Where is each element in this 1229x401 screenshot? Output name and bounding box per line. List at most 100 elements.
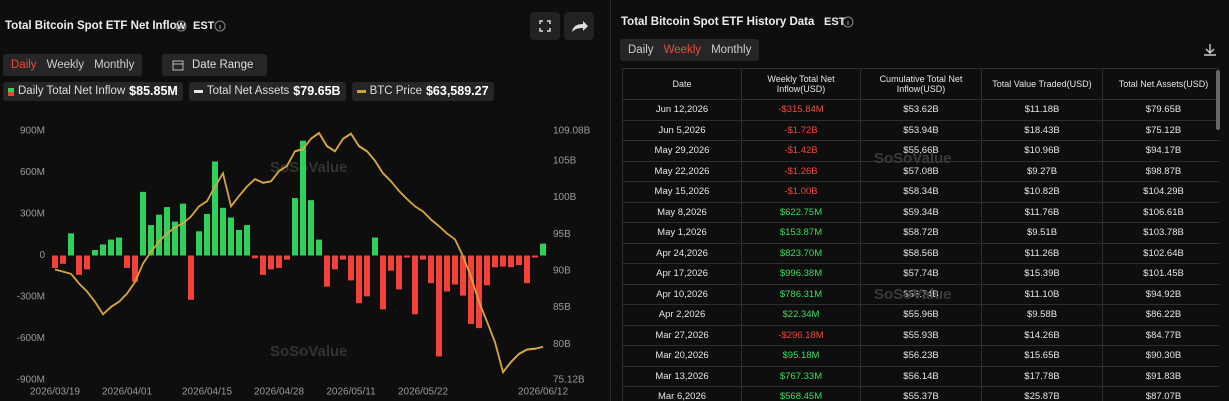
info-icon[interactable]	[175, 20, 187, 32]
bar	[332, 255, 338, 270]
legend-item[interactable]: BTC Price $63,589.27	[351, 82, 494, 101]
bar	[228, 217, 234, 256]
tab[interactable]: Weekly	[46, 59, 85, 71]
legend-label: Total Net Assets	[206, 85, 290, 97]
table-cell: $9.58B	[981, 304, 1103, 326]
bar	[492, 255, 498, 268]
bar	[484, 255, 490, 286]
table-row: Mar 27,2026 -$296.18M $55.93B $14.26B $84.77…	[622, 324, 1219, 346]
legend-swatch	[356, 90, 366, 93]
table-cell: -$315.84M	[741, 99, 861, 121]
y-tick-label: 300M	[20, 209, 45, 220]
table-cell: $15.65B	[981, 345, 1103, 367]
bar	[156, 214, 162, 256]
table-cell: $10.96B	[981, 140, 1103, 162]
bar	[196, 231, 202, 256]
share-button[interactable]	[564, 12, 594, 40]
bar	[436, 255, 442, 357]
inflow-panel: Total Bitcoin Spot ETF Net Inflow EST Da…	[0, 0, 606, 401]
tab[interactable]: Monthly	[711, 44, 752, 56]
legend-label: BTC Price	[369, 85, 422, 97]
bar	[60, 255, 66, 264]
bar	[540, 243, 546, 256]
table-cell: $59.34B	[860, 201, 982, 223]
table-row: Mar 20,2026 $95.18M $56.23B $15.65B $90.30B	[622, 345, 1219, 367]
table-cell: May 8,2026	[622, 201, 742, 223]
legend: Daily Total Net Inflow $85.85M Total Net A…	[3, 82, 494, 101]
table-cell: May 29,2026	[622, 140, 742, 162]
x-tick-label: 2026/05/11	[326, 387, 376, 398]
table-cell: Mar 6,2026	[622, 386, 742, 401]
info-icon[interactable]	[214, 20, 226, 32]
header-cell: Weekly Total Net Inflow(USD)	[741, 68, 861, 100]
bar	[164, 207, 170, 256]
table-cell: Apr 10,2026	[622, 283, 742, 305]
y2-tick-label: 95B	[553, 229, 571, 240]
table-cell: $11.18B	[981, 99, 1103, 121]
y2-tick-label: 80B	[553, 339, 571, 350]
legend-item[interactable]: Daily Total Net Inflow $85.85M	[3, 82, 183, 101]
timezone: EST	[193, 20, 215, 32]
y-tick-label: -600M	[17, 333, 45, 344]
date-range-button[interactable]: Date Range	[162, 54, 267, 76]
bar	[68, 233, 74, 256]
table-cell: Jun 12,2026	[622, 99, 742, 121]
table-wrap: Date Weekly Total Net Inflow(USD) Cumulati…	[622, 68, 1219, 401]
table-cell: -$1.00B	[741, 181, 861, 203]
bar	[252, 255, 258, 259]
table-cell: May 1,2026	[622, 222, 742, 244]
table-cell: $767.33M	[741, 365, 861, 387]
bar	[52, 255, 58, 268]
legend-swatch	[8, 87, 14, 96]
legend-item[interactable]: Total Net Assets $79.65B	[188, 82, 346, 101]
bar	[268, 255, 274, 270]
table-row: Jun 12,2026 -$315.84M $53.62B $11.18B $79.65…	[622, 99, 1219, 121]
x-tick-label: 2026/06/12	[518, 387, 568, 398]
table-cell: Mar 20,2026	[622, 345, 742, 367]
table-cell: $87.07B	[1102, 386, 1219, 401]
watermark: SoSoValue	[874, 150, 952, 167]
table-row: May 1,2026 $153.87M $58.72B $9.51B $103.78B	[622, 222, 1219, 244]
tab[interactable]: Weekly	[663, 44, 702, 56]
header-cell: Cumulative Total Net Inflow(USD)	[860, 68, 982, 100]
bar	[452, 255, 458, 285]
table-cell: $104.29B	[1102, 181, 1219, 203]
tab[interactable]: Monthly	[94, 59, 135, 71]
bar	[260, 255, 266, 275]
bar	[404, 255, 410, 258]
bar	[244, 225, 250, 256]
tab[interactable]: Daily	[628, 44, 654, 56]
table-cell: $94.92B	[1102, 283, 1219, 305]
x-tick-label: 2026/03/19	[30, 387, 80, 398]
bar	[356, 255, 362, 304]
bar	[284, 255, 290, 260]
y2-tick-label: 109.08B	[553, 126, 591, 137]
info-icon[interactable]	[842, 16, 854, 28]
bar	[340, 255, 346, 260]
x-tick-label: 2026/04/01	[102, 387, 152, 398]
download-icon[interactable]	[1202, 42, 1218, 58]
bar	[236, 229, 242, 256]
y-tick-label: 900M	[20, 126, 45, 137]
scrollbar[interactable]	[1216, 70, 1220, 130]
table-cell: $823.70M	[741, 242, 861, 264]
legend-value: $85.85M	[129, 84, 178, 98]
bar	[180, 203, 186, 256]
bar	[324, 255, 330, 287]
legend-label: Daily Total Net Inflow	[18, 85, 126, 97]
table-cell: $102.64B	[1102, 242, 1219, 264]
tab[interactable]: Daily	[11, 59, 37, 71]
y-tick-label: -300M	[17, 292, 45, 303]
legend-value: $79.65B	[293, 84, 341, 98]
table-row: Apr 24,2026 $823.70M $58.56B $11.26B $102.64…	[622, 242, 1219, 264]
bar	[116, 237, 122, 256]
table-cell: $90.30B	[1102, 345, 1219, 367]
bar	[84, 255, 90, 270]
bar	[300, 140, 306, 256]
legend-swatch	[193, 90, 203, 93]
fullscreen-button[interactable]	[530, 12, 560, 40]
y2-tick-label: 105B	[553, 156, 577, 167]
bar	[476, 255, 482, 329]
y-tick-label: -900M	[17, 375, 45, 386]
divider	[610, 0, 611, 401]
